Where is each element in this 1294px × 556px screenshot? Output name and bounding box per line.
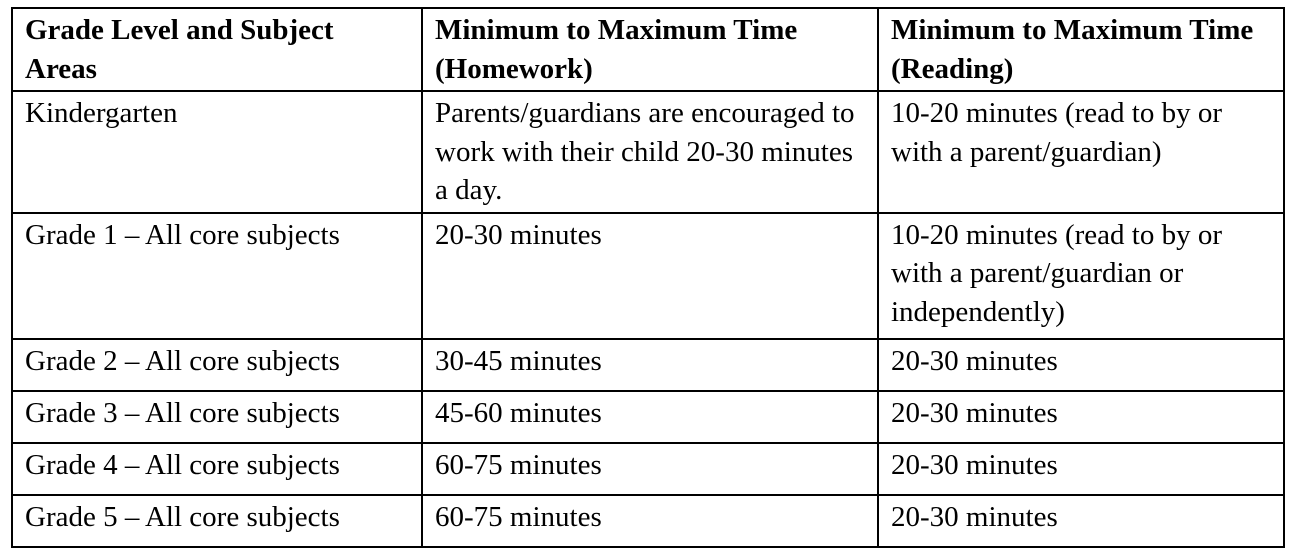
homework-time-table: Grade Level and Subject Areas Minimum to… [11, 7, 1285, 548]
cell-reading: 20-30 minutes [878, 339, 1284, 391]
cell-reading: 10-20 minutes (read to by or with a pare… [878, 91, 1284, 213]
cell-homework: 30-45 minutes [422, 339, 878, 391]
cell-grade: Grade 1 – All core subjects [12, 213, 422, 339]
header-reading-time: Minimum to Maximum Time (Reading) [878, 8, 1284, 91]
table-row: Grade 1 – All core subjects 20-30 minute… [12, 213, 1284, 339]
cell-grade: Grade 4 – All core subjects [12, 443, 422, 495]
cell-reading: 20-30 minutes [878, 391, 1284, 443]
header-grade-level: Grade Level and Subject Areas [12, 8, 422, 91]
cell-grade: Grade 3 – All core subjects [12, 391, 422, 443]
table-row: Kindergarten Parents/guardians are encou… [12, 91, 1284, 213]
cell-homework: 45-60 minutes [422, 391, 878, 443]
table-row: Grade 5 – All core subjects 60-75 minute… [12, 495, 1284, 547]
table-header-row: Grade Level and Subject Areas Minimum to… [12, 8, 1284, 91]
cell-reading: 20-30 minutes [878, 495, 1284, 547]
table-row: Grade 4 – All core subjects 60-75 minute… [12, 443, 1284, 495]
table-row: Grade 3 – All core subjects 45-60 minute… [12, 391, 1284, 443]
header-homework-time: Minimum to Maximum Time (Homework) [422, 8, 878, 91]
table-row: Grade 2 – All core subjects 30-45 minute… [12, 339, 1284, 391]
cell-grade: Grade 2 – All core subjects [12, 339, 422, 391]
cell-grade: Kindergarten [12, 91, 422, 213]
cell-grade: Grade 5 – All core subjects [12, 495, 422, 547]
cell-homework: 20-30 minutes [422, 213, 878, 339]
cell-homework: Parents/guardians are encouraged to work… [422, 91, 878, 213]
cell-homework: 60-75 minutes [422, 495, 878, 547]
cell-reading: 10-20 minutes (read to by or with a pare… [878, 213, 1284, 339]
cell-reading: 20-30 minutes [878, 443, 1284, 495]
cell-homework: 60-75 minutes [422, 443, 878, 495]
